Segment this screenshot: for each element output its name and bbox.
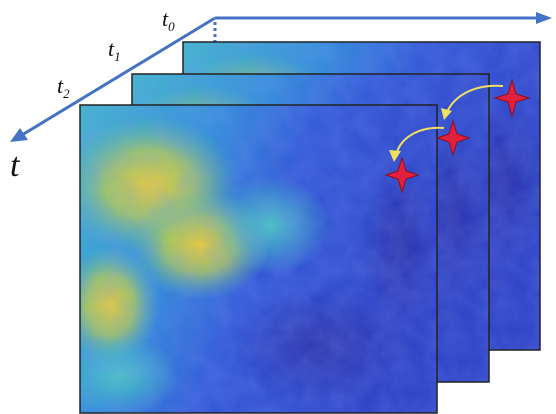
label-time: t <box>10 147 21 184</box>
label-t1: t1 <box>108 36 121 64</box>
arrow-head <box>10 128 28 142</box>
label-t0: t0 <box>162 6 175 34</box>
arrow-head <box>536 12 552 24</box>
diagram: t0 t1 t2 t <box>0 0 556 414</box>
label-t2: t2 <box>57 73 70 101</box>
frame-t2 <box>60 105 440 414</box>
